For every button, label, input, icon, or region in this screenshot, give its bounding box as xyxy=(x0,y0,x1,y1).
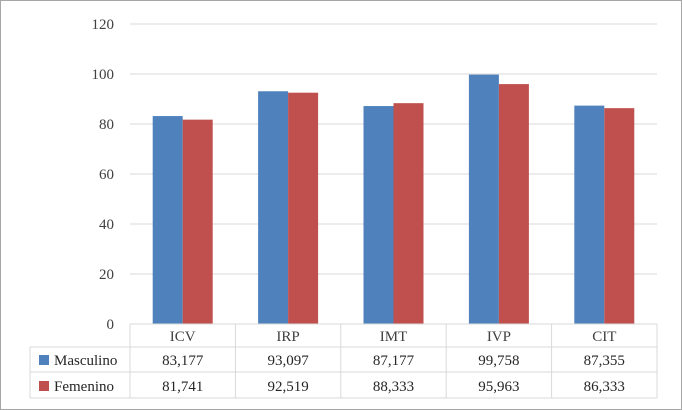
data-label-masculino: 87,355 xyxy=(584,353,625,369)
y-tick-label: 80 xyxy=(99,117,114,133)
bar-masculino-imt xyxy=(363,106,394,325)
x-tick-label: ICV xyxy=(170,329,196,345)
bar-femenino-cit xyxy=(604,108,635,324)
bar-femenino-icv xyxy=(182,119,213,325)
legend-label-femenino: Femenino xyxy=(54,379,114,395)
data-label-masculino: 83,177 xyxy=(162,353,204,369)
y-tick-label: 20 xyxy=(99,267,114,283)
data-label-femenino: 95,963 xyxy=(478,379,519,395)
data-label-femenino: 88,333 xyxy=(373,379,414,395)
data-label-masculino: 87,177 xyxy=(373,353,415,369)
bar-masculino-ivp xyxy=(468,74,499,324)
y-tick-label: 0 xyxy=(107,317,115,333)
y-tick-label: 40 xyxy=(99,217,114,233)
legend-key-masculino xyxy=(39,355,49,365)
data-label-femenino: 86,333 xyxy=(584,379,625,395)
y-tick-label: 100 xyxy=(92,67,115,83)
bar-femenino-imt xyxy=(393,103,424,324)
bar-masculino-icv xyxy=(152,116,183,325)
legend-label-masculino: Masculino xyxy=(54,353,117,369)
y-tick-label: 120 xyxy=(92,17,115,33)
x-tick-label: CIT xyxy=(592,329,616,345)
bar-femenino-irp xyxy=(288,92,319,324)
legend-key-femenino xyxy=(39,381,49,391)
x-tick-label: IRP xyxy=(276,329,299,345)
data-label-masculino: 93,097 xyxy=(267,353,309,369)
bar-masculino-cit xyxy=(574,105,605,324)
data-label-masculino: 99,758 xyxy=(478,353,519,369)
bar-femenino-ivp xyxy=(498,84,529,324)
bar-masculino-irp xyxy=(258,91,289,324)
x-tick-label: IVP xyxy=(487,329,511,345)
data-label-femenino: 92,519 xyxy=(267,379,308,395)
data-label-femenino: 81,741 xyxy=(162,379,203,395)
y-tick-label: 60 xyxy=(99,167,114,183)
x-tick-label: IMT xyxy=(380,329,408,345)
